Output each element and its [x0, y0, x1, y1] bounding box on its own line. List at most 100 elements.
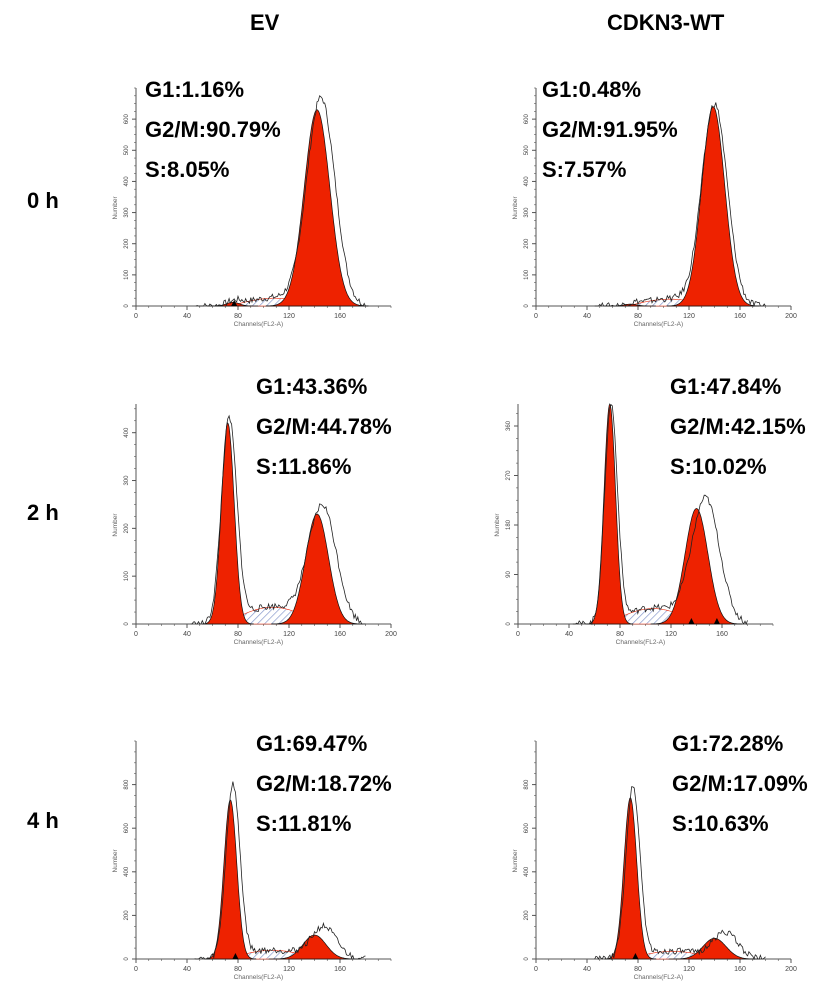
- y-axis-label: Number: [512, 849, 519, 873]
- x-tick-label: 200: [785, 966, 797, 973]
- y-tick-label: 270: [506, 470, 512, 481]
- x-tick-label: 200: [385, 631, 397, 638]
- column-title-cdkn3-wt: CDKN3-WT: [607, 10, 725, 35]
- stat-s: S:10.63%: [672, 811, 769, 836]
- raw-histogram-outline: [190, 414, 366, 625]
- peak-marker: [232, 953, 239, 959]
- peak-marker: [231, 300, 238, 306]
- x-tick-label: 40: [183, 631, 191, 638]
- histogram-svg: 0 100 200 300 400 500 600 0 40 80 120 160 Channels(F…: [112, 87, 392, 328]
- y-tick-label: 400: [124, 176, 130, 187]
- y-tick-label: 100: [524, 269, 530, 280]
- phase-stats: G1:0.48% G2/M:91.95% S:7.57%: [542, 70, 678, 190]
- peak-g1: [586, 403, 634, 625]
- y-tick-label: 180: [506, 519, 512, 530]
- x-tick-label: 80: [234, 631, 242, 638]
- histogram-panel: 0 90 180 270 360 0 40 80 120 160 Channels(FL2-A) Nu…: [490, 398, 790, 650]
- x-tick-label: 40: [183, 966, 191, 973]
- x-tick-label: 0: [134, 313, 138, 320]
- x-tick-label: 160: [334, 966, 346, 973]
- y-tick-label: 0: [524, 957, 530, 961]
- stat-g2m: G2/M:17.09%: [672, 771, 808, 796]
- x-tick-label: 40: [183, 313, 191, 320]
- stat-s: S:11.86%: [256, 454, 352, 479]
- x-tick-label: 120: [665, 631, 677, 638]
- y-tick-label: 200: [524, 910, 530, 921]
- peak-marker: [632, 953, 639, 959]
- peak-g2m: [271, 513, 363, 625]
- stat-g2m: G2/M:42.15%: [670, 414, 806, 439]
- x-tick-label: 0: [534, 966, 538, 973]
- stat-g1: G1:43.36%: [256, 374, 368, 399]
- x-tick-label: 0: [134, 631, 138, 638]
- y-axis-label: Number: [512, 196, 519, 220]
- x-tick-label: 160: [734, 966, 746, 973]
- stat-s: S:10.02%: [670, 454, 767, 479]
- histogram-panel: 0 200 400 600 800 0 40 80 120 160 200 Channels(FL2-…: [508, 735, 798, 985]
- row-label-0h: 0 h: [27, 188, 59, 213]
- stat-g2m: G2/M:18.72%: [256, 771, 392, 796]
- peak-g2m: [666, 106, 760, 307]
- peak-g2m: [268, 934, 361, 960]
- y-tick-label: 100: [124, 571, 130, 582]
- y-tick-label: 300: [124, 475, 130, 486]
- stat-s: S:8.05%: [145, 157, 230, 182]
- stat-s: S:11.81%: [256, 811, 352, 836]
- raw-histogram-outline: [194, 781, 366, 960]
- stat-g2m: G2/M:44.78%: [256, 414, 392, 439]
- y-tick-label: 360: [506, 420, 512, 431]
- y-tick-label: 600: [124, 113, 130, 124]
- x-axis-label: Channels(FL2-A): [234, 321, 284, 328]
- histogram-panel: 0 100 200 300 400 500 600 0 40 80 120 160 200 Channel…: [508, 82, 798, 332]
- x-tick-label: 120: [683, 966, 695, 973]
- y-tick-label: 0: [524, 304, 530, 308]
- y-tick-label: 200: [124, 910, 130, 921]
- stat-g1: G1:69.47%: [256, 731, 368, 756]
- y-tick-label: 400: [124, 427, 130, 438]
- y-tick-label: 300: [124, 207, 130, 218]
- y-tick-label: 0: [124, 957, 130, 961]
- raw-histogram-outline: [572, 404, 748, 626]
- x-axis-label: Channels(FL2-A): [634, 974, 684, 981]
- x-tick-label: 160: [334, 313, 346, 320]
- peak-g2m: [650, 508, 743, 625]
- x-tick-label: 80: [616, 631, 624, 638]
- x-tick-label: 160: [334, 631, 346, 638]
- histogram-svg: 0 100 200 300 400 500 600 0 40 80 120 160 200 Channel…: [512, 87, 797, 328]
- x-tick-label: 160: [734, 313, 746, 320]
- y-tick-label: 200: [124, 523, 130, 534]
- y-tick-label: 400: [524, 866, 530, 877]
- histogram-svg: 0 100 200 300 400 0 40 80 120 160 200 Channels(FL2-…: [112, 404, 397, 646]
- y-tick-label: 300: [524, 207, 530, 218]
- peak-marker: [688, 618, 695, 624]
- x-tick-label: 120: [283, 631, 295, 638]
- peak-g1: [604, 797, 657, 960]
- y-tick-label: 0: [506, 622, 512, 626]
- stat-g2m: G2/M:90.79%: [145, 117, 281, 142]
- peak-marker: [713, 618, 720, 624]
- y-tick-label: 500: [524, 145, 530, 156]
- y-tick-label: 600: [124, 823, 130, 834]
- x-tick-label: 120: [283, 313, 295, 320]
- histogram-panel: 0 100 200 300 400 500 600 0 40 80 120 160 Channels(F…: [108, 82, 398, 332]
- phase-stats: G1:47.84% G2/M:42.15% S:10.02%: [670, 367, 806, 487]
- x-axis-label: Channels(FL2-A): [634, 321, 684, 328]
- stat-g2m: G2/M:91.95%: [542, 117, 678, 142]
- x-tick-label: 0: [516, 631, 520, 638]
- phase-stats: G1:72.28% G2/M:17.09% S:10.63%: [672, 724, 808, 844]
- x-tick-label: 80: [634, 313, 642, 320]
- histogram-panel: 0 100 200 300 400 0 40 80 120 160 200 Channels(FL2-…: [108, 398, 398, 650]
- row-label-2h: 2 h: [27, 500, 59, 525]
- x-tick-label: 160: [716, 631, 728, 638]
- y-tick-label: 600: [524, 113, 530, 124]
- row-label-4h: 4 h: [27, 808, 59, 833]
- y-tick-label: 100: [124, 269, 130, 280]
- phase-stats: G1:43.36% G2/M:44.78% S:11.86%: [256, 367, 392, 487]
- y-tick-label: 600: [524, 823, 530, 834]
- y-tick-label: 200: [524, 238, 530, 249]
- stat-g1: G1:0.48%: [542, 77, 642, 102]
- raw-histogram-outline: [594, 786, 766, 961]
- histogram-panel: 0 200 400 600 800 0 40 80 120 160 Channels(FL2-A) N…: [108, 735, 398, 985]
- y-axis-label: Number: [112, 849, 119, 873]
- histogram-svg: 0 200 400 600 800 0 40 80 120 160 200 Channels(FL2-…: [512, 740, 797, 981]
